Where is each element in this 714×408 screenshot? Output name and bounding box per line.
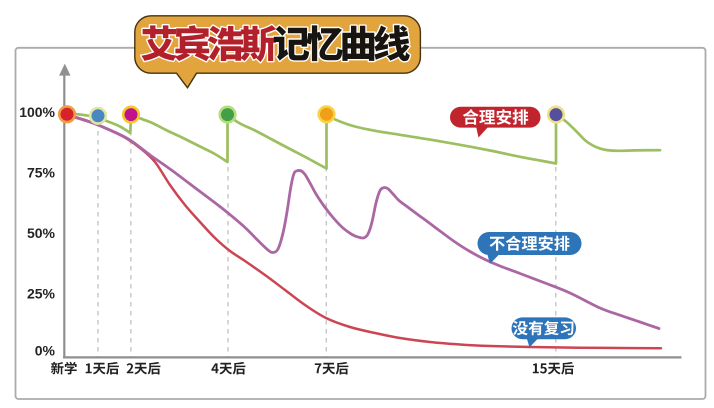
svg-text:25%: 25% [27, 286, 56, 302]
svg-text:100%: 100% [19, 104, 55, 120]
svg-text:75%: 75% [27, 165, 56, 181]
svg-text:0%: 0% [35, 343, 56, 359]
svg-text:50%: 50% [27, 225, 56, 241]
